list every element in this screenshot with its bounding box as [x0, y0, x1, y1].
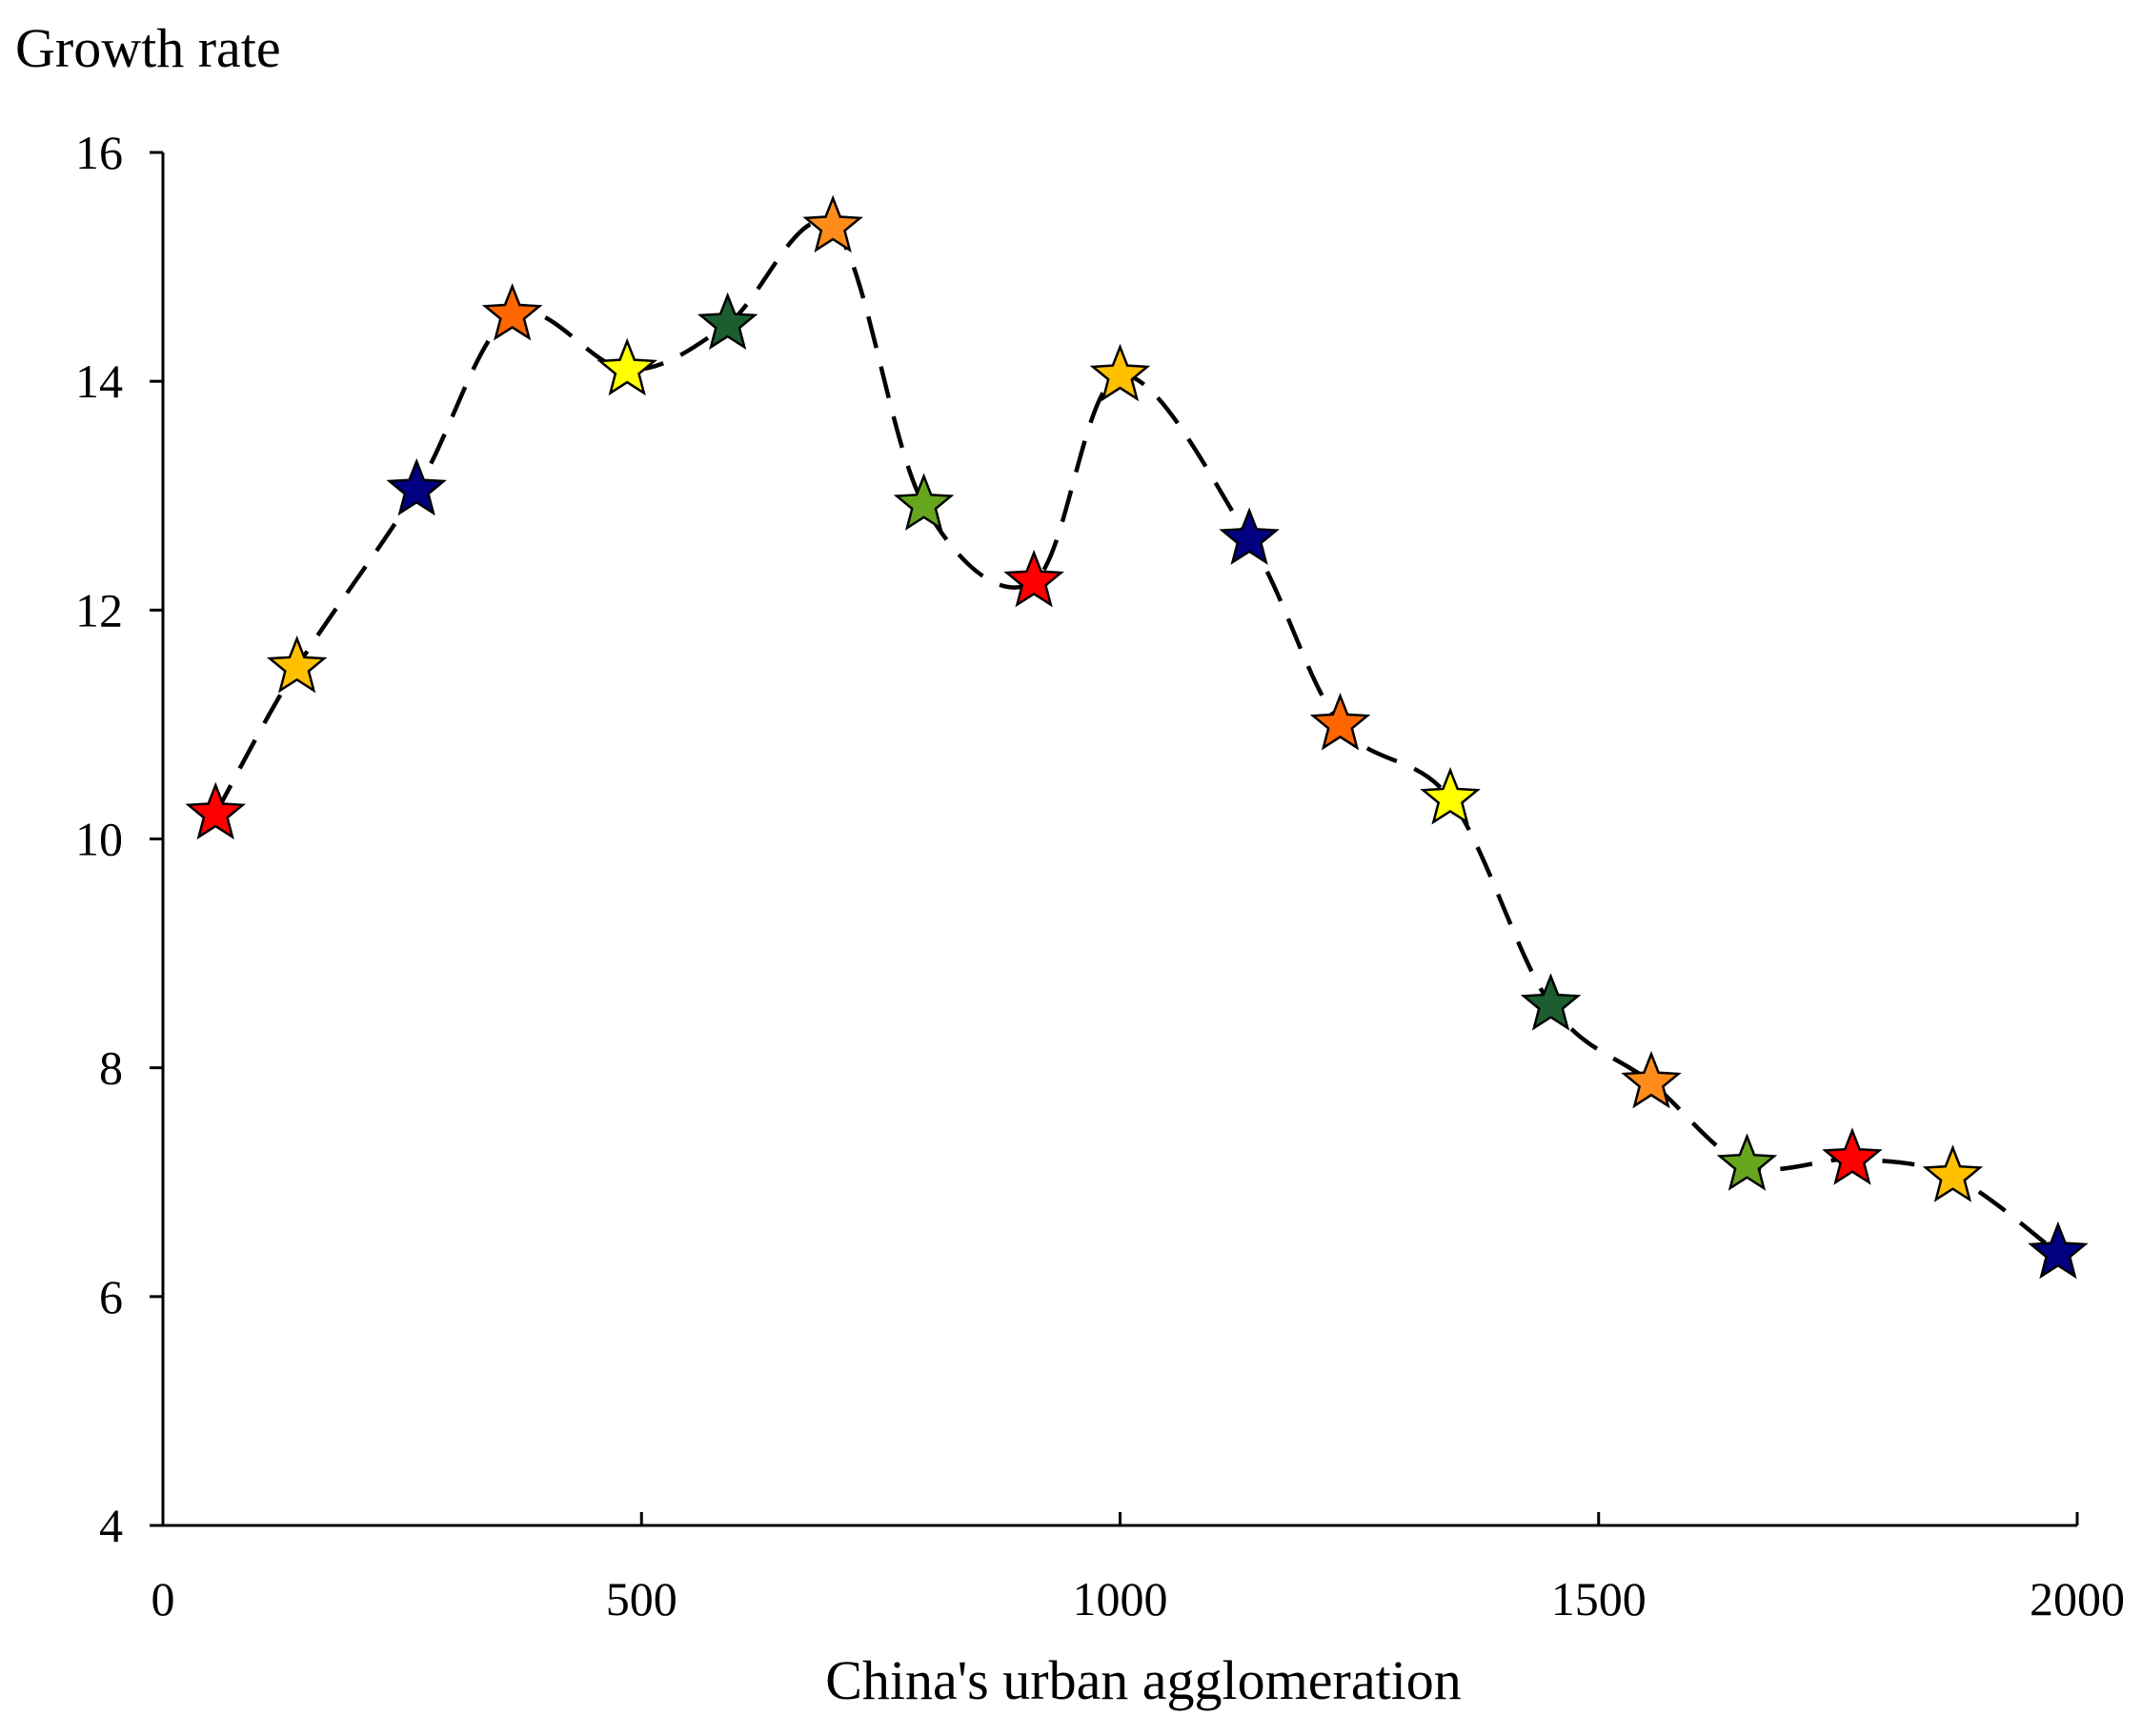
x-tick-label-0: 0 [152, 1572, 175, 1625]
y-tick-label-4: 4 [99, 1499, 123, 1552]
data-point-1 [185, 781, 247, 840]
data-point-8 [893, 473, 955, 531]
data-point-16 [1716, 1133, 1778, 1191]
data-point-14 [1520, 973, 1582, 1031]
data-markers [185, 194, 2089, 1280]
data-point-15 [1621, 1050, 1682, 1109]
data-point-3 [386, 457, 447, 516]
data-point-17 [1822, 1127, 1883, 1185]
y-tick-label-6: 6 [99, 1270, 123, 1323]
data-point-12 [1309, 692, 1371, 751]
y-tick-label-14: 14 [75, 354, 123, 408]
data-point-4 [481, 283, 543, 341]
y-tick-label-10: 10 [75, 813, 123, 866]
data-point-18 [1922, 1144, 1984, 1202]
data-point-11 [1219, 507, 1280, 565]
data-point-13 [1420, 767, 1481, 825]
data-point-19 [2028, 1221, 2089, 1280]
data-point-9 [1003, 549, 1064, 608]
x-ticks: 0 500 1000 1500 2000 [152, 1512, 2125, 1625]
x-tick-label-1000: 1000 [1073, 1572, 1168, 1625]
data-point-5 [596, 337, 657, 396]
data-point-7 [802, 194, 863, 253]
x-tick-label-500: 500 [606, 1572, 677, 1625]
x-axis-title: China's urban agglomeration [825, 1649, 1462, 1711]
y-tick-label-12: 12 [75, 583, 123, 636]
data-point-10 [1089, 343, 1151, 402]
x-tick-label-2000: 2000 [2030, 1572, 2125, 1625]
y-tick-label-8: 8 [99, 1041, 123, 1095]
y-axis-title: Growth rate [15, 17, 281, 79]
data-point-2 [266, 635, 328, 694]
y-ticks: 4 6 8 10 12 14 16 [75, 126, 163, 1552]
x-tick-label-1500: 1500 [1551, 1572, 1647, 1625]
data-point-6 [697, 292, 758, 351]
y-tick-label-16: 16 [75, 126, 123, 179]
